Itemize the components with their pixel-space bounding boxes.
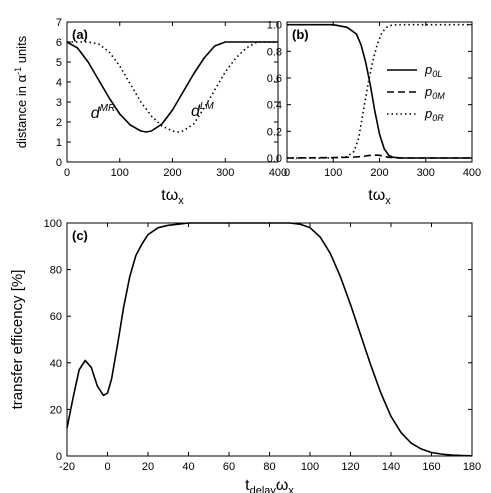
x-tick-label: 100 [324, 167, 342, 179]
x-tick-label: 0 [284, 167, 290, 179]
plot-frame [66, 222, 473, 457]
series-line-dotted-0r [287, 23, 472, 159]
y-tick-label: 40 [50, 358, 62, 370]
legend-label: p0R [424, 106, 444, 123]
x-tick-label: 0 [64, 167, 70, 179]
plot-frame [66, 21, 279, 163]
legend-label: p0L [424, 62, 442, 79]
y-tick-label: 0.2 [267, 126, 282, 138]
x-axis-label: tωx [368, 187, 391, 207]
x-tick-label: 100 [301, 461, 319, 473]
y-tick-label: 1.0 [267, 20, 282, 32]
series-line-solid [66, 41, 278, 133]
y-tick-label: 20 [50, 404, 62, 416]
series-line-dotted [67, 41, 278, 133]
x-tick-label: 200 [163, 167, 181, 179]
x-tick-label: 120 [341, 461, 359, 473]
chart-panel-3: -20 0 20 40 60 80 100 120 140 160 180020406080100(… [9, 218, 481, 493]
y-tick-label: 60 [50, 311, 62, 323]
series-line-solid [66, 222, 473, 457]
curve-annotation: dLM [191, 101, 214, 120]
y-tick-label: 3 [56, 97, 62, 109]
y-tick-label: 2 [56, 117, 62, 129]
y-axis-label: transfer efficency [%] [9, 270, 26, 410]
x-tick-label: 20 [142, 461, 154, 473]
legend-label: p0M [424, 84, 445, 101]
y-tick-label: 0.6 [267, 73, 282, 85]
y-tick-label: 100 [44, 218, 62, 230]
y-tick-label: 4 [56, 77, 62, 89]
x-tick-label: 0 [104, 461, 110, 473]
x-axis-label: tωx [161, 187, 184, 207]
x-tick-label: 60 [223, 461, 235, 473]
y-tick-label: 7 [56, 17, 62, 29]
x-tick-label: 140 [382, 461, 400, 473]
y-tick-label: 6 [56, 37, 62, 49]
panel-label: (c) [72, 228, 88, 243]
x-tick-label: -20 [59, 461, 75, 473]
y-tick-label: 0.4 [267, 100, 282, 112]
y-tick-label: 0 [56, 157, 62, 169]
y-tick-label: 0.0 [267, 153, 282, 165]
y-tick-label: 1 [56, 137, 62, 149]
chart-panel-2: 0 100 200 300 400 0.0 0.2 0.4 0.6 0.8 1.0 (b) tωx p0L… [267, 20, 481, 207]
y-tick-label: 0.8 [267, 46, 282, 58]
x-tick-label: 300 [417, 167, 435, 179]
x-tick-label: 400 [463, 167, 481, 179]
x-tick-label: 180 [463, 461, 481, 473]
x-tick-label: 300 [216, 167, 234, 179]
panel-label: (b) [292, 27, 309, 42]
y-axis-label: distance in α-1 units [13, 35, 29, 148]
x-tick-label: 100 [111, 167, 129, 179]
x-axis-label: tdelayωx [245, 477, 294, 493]
series-line-dashed-0m [286, 154, 472, 159]
y-tick-label: 0 [56, 451, 62, 463]
y-tick-label: 80 [50, 265, 62, 277]
x-tick-label: 400 [269, 167, 287, 179]
x-tick-label: 200 [370, 167, 388, 179]
curve-annotation: dMR [91, 103, 115, 122]
panel-label: (a) [72, 27, 88, 42]
y-tick-label: 5 [56, 57, 62, 69]
x-tick-label: 40 [182, 461, 194, 473]
x-tick-label: 80 [263, 461, 275, 473]
x-tick-label: 160 [422, 461, 440, 473]
